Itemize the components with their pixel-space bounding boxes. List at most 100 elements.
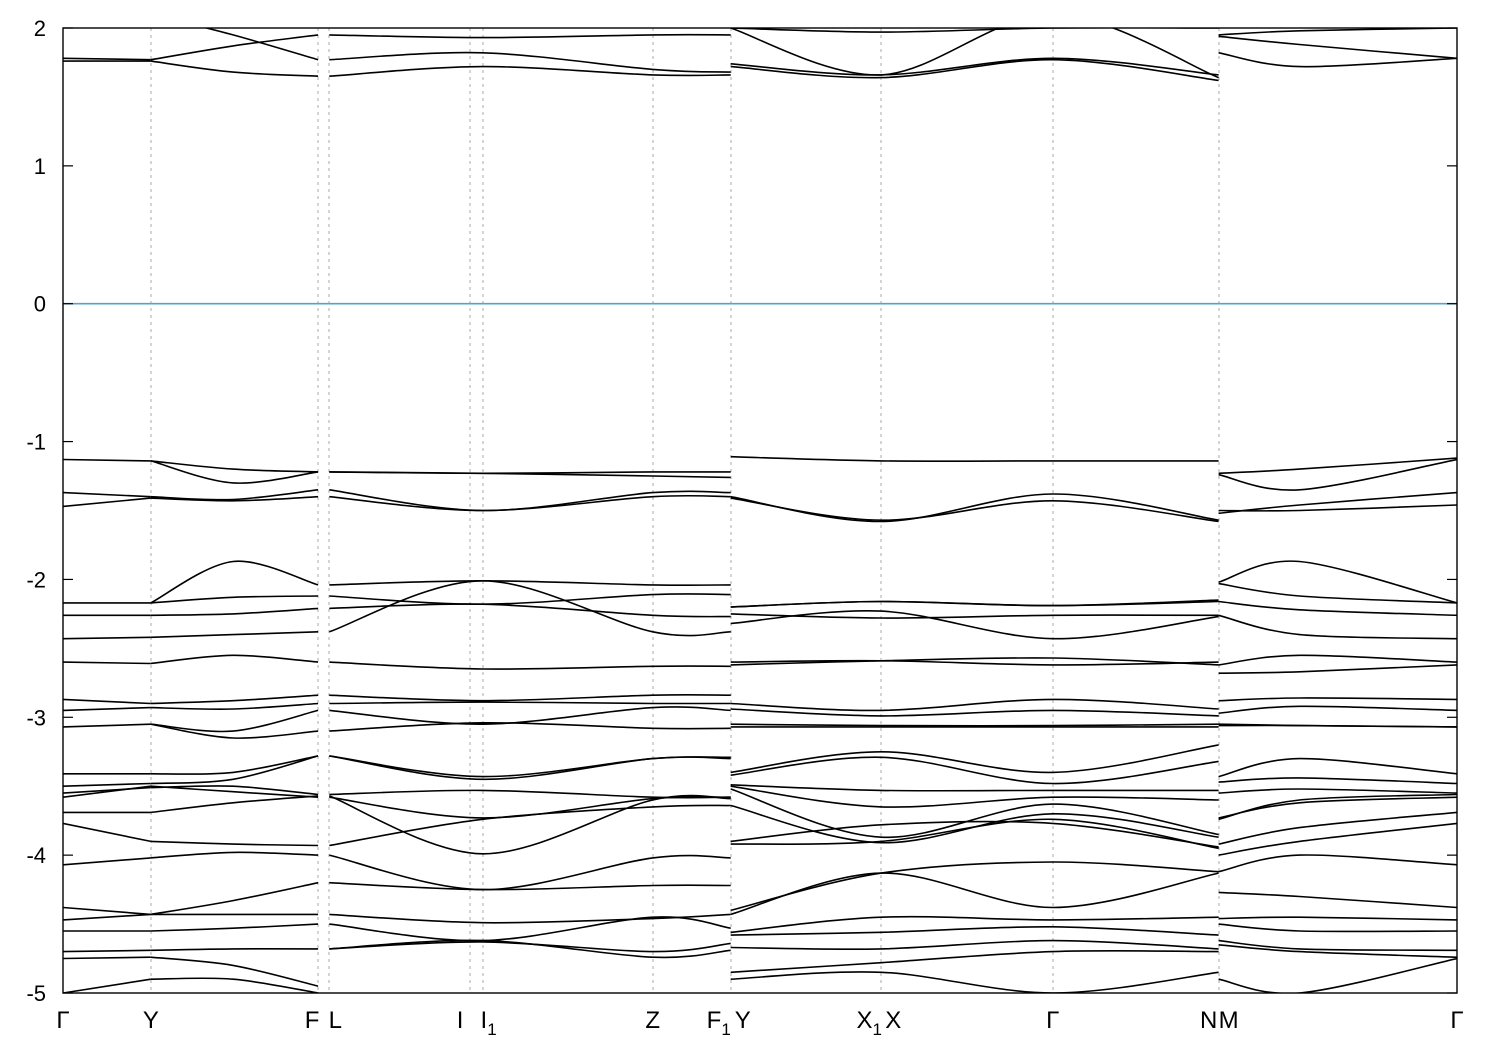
band-line (1218, 614, 1457, 640)
band-line (329, 471, 731, 479)
band-line (329, 721, 731, 732)
plot-frame (62, 27, 1458, 994)
y-tick-label: -5 (26, 981, 46, 1006)
band-line (150, 948, 319, 952)
kpoint-label: X (885, 1007, 901, 1034)
band-line (150, 785, 319, 798)
band-line (329, 794, 731, 855)
band-line (1218, 654, 1457, 666)
band-line (63, 785, 151, 798)
band-line (63, 822, 151, 843)
band-line (730, 785, 1219, 808)
band-line (1218, 560, 1457, 604)
band-line (150, 881, 319, 916)
y-tick-label: 0 (34, 292, 46, 317)
band-line (730, 723, 1219, 727)
band-line (150, 795, 319, 814)
band-line (63, 978, 151, 993)
band-line (1218, 811, 1457, 845)
band-line (730, 744, 1219, 774)
band-line (63, 956, 151, 960)
band-line (730, 600, 1219, 608)
band-line (730, 818, 1219, 850)
band-line (150, 495, 319, 502)
band-line (329, 881, 731, 891)
band-line (329, 755, 731, 778)
kpoint-label: F (305, 1007, 320, 1034)
band-line (1218, 600, 1457, 617)
band-line (730, 57, 1219, 76)
band-line (63, 636, 151, 640)
kpoint-label: Y (143, 1007, 159, 1034)
band-line (1218, 788, 1457, 794)
band-line (730, 659, 1219, 666)
band-line (1218, 458, 1457, 491)
kpoint-label: F1 (707, 1007, 731, 1039)
band-line (730, 28, 1219, 79)
band-line (63, 491, 151, 498)
band-line (730, 493, 1219, 523)
band-line (203, 28, 319, 61)
band-line (150, 956, 319, 987)
band-line (63, 698, 151, 705)
band-line (150, 60, 319, 77)
band-line (150, 489, 319, 501)
band-line (63, 57, 151, 61)
band-line (150, 631, 319, 639)
band-line (1218, 582, 1457, 604)
band-line (730, 698, 1219, 712)
band-line (1218, 697, 1457, 702)
band-line (1218, 664, 1457, 674)
kpoint-gridlines (150, 28, 1220, 993)
band-line (63, 782, 151, 787)
band-line (150, 460, 319, 484)
kpoint-label-subscript: 1 (487, 1020, 496, 1039)
band-line (1218, 504, 1457, 512)
band-line (150, 755, 319, 785)
y-tick-label: -3 (26, 705, 46, 730)
band-line (1218, 757, 1457, 778)
kpoint-label: Z (645, 1007, 660, 1034)
band-line (63, 706, 151, 712)
band-line (150, 840, 319, 847)
kpoint-label: X1 (857, 1007, 882, 1039)
band-line (329, 804, 731, 847)
kpoint-label-subscript: 1 (873, 1020, 882, 1039)
band-line (63, 857, 151, 866)
y-tick-label: 1 (34, 154, 46, 179)
band-line (150, 702, 319, 710)
band-line (1218, 891, 1457, 909)
band-line (329, 939, 731, 959)
band-line (63, 723, 151, 728)
band-line (150, 923, 319, 932)
band-line (730, 613, 1219, 619)
band-line (329, 916, 731, 942)
band-line (730, 925, 1219, 936)
band-line (730, 756, 1219, 785)
band-line (329, 661, 731, 670)
band-line (150, 654, 319, 665)
band-line (730, 820, 1219, 848)
band-line (150, 460, 319, 473)
band-line (730, 708, 1219, 717)
band-line (150, 755, 319, 775)
band-line (150, 723, 319, 739)
band-line (63, 661, 151, 665)
band-line (63, 458, 151, 462)
band-line (730, 950, 1219, 974)
band-line (730, 784, 1219, 792)
band-line (63, 913, 151, 921)
kpoint-label: Y (735, 1007, 751, 1034)
band-line (1218, 724, 1457, 728)
kpoint-label: Γ (56, 1007, 69, 1034)
band-line (150, 709, 319, 733)
band-line (63, 949, 151, 953)
y-tick-label: -1 (26, 430, 46, 455)
band-line (730, 804, 1219, 844)
band-line (1218, 777, 1457, 785)
band-line (730, 861, 1219, 912)
band-lines (63, 28, 1457, 993)
band-line (730, 971, 1219, 993)
band-line (1218, 957, 1457, 993)
